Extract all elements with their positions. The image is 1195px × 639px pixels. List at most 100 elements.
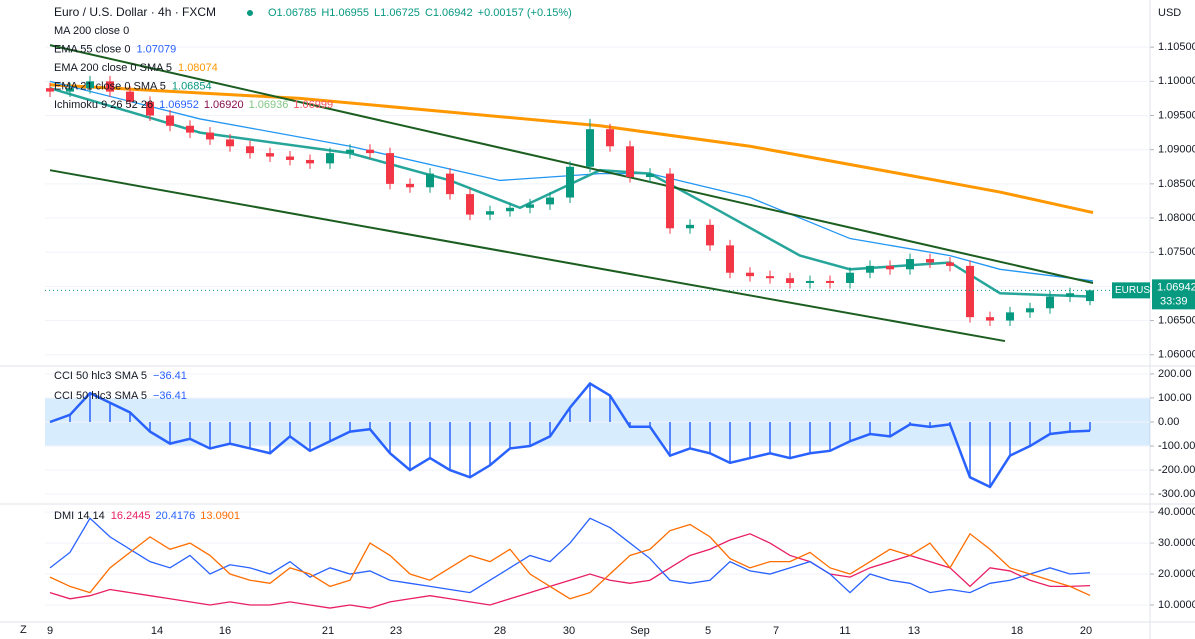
candle-body [286,156,294,160]
candle-body [846,272,854,283]
currency[interactable]: USD [1158,7,1181,19]
symbol-label: EURUSD [1115,285,1157,296]
candle-body [526,204,534,208]
candle-body [366,149,374,154]
candle-body [166,115,174,126]
x-tick-label: 30 [563,625,575,637]
y-tick-label: 1.10500 [1158,41,1195,53]
candle-body [546,197,554,205]
candle-body [826,280,834,283]
x-tick-label: 7 [773,625,779,637]
y-tick-label: 20.0000 [1158,568,1195,580]
y-tick-label: 0.00 [1158,416,1179,428]
candle-body [246,146,254,154]
symbol-tag [1112,282,1150,299]
candle-body [306,159,314,164]
candle-body [146,101,154,116]
y-tick-label: 1.10000 [1158,75,1195,87]
candle-body [1026,308,1034,313]
dmi-line [49,533,1091,609]
candle-body [926,259,934,263]
timezone[interactable]: Z [20,624,27,636]
candle-body [646,173,654,178]
candle-body [946,262,954,266]
legend-value: 1.08074 [178,62,218,74]
ohlc-value: C1.06942 [425,7,473,19]
y-tick-label: 200.00 [1158,368,1192,380]
candle-body [266,153,274,157]
candle-body [486,211,494,215]
x-tick-label: 14 [151,625,163,637]
candle-body [726,245,734,273]
legend-label: Ichimoku 9 26 52 26 [54,99,153,111]
candle-body [666,173,674,229]
candle-body [566,166,574,198]
x-tick-label: 9 [47,625,53,637]
candle-body [1006,312,1014,321]
y-tick-label: 1.07500 [1158,246,1195,258]
y-tick-label: 1.06000 [1158,349,1195,361]
candle-body [766,276,774,279]
candle-body [406,183,414,188]
ohlc-value: +0.00157 (+0.15%) [478,7,572,19]
countdown: 33:39 [1160,295,1188,307]
candle-body [1046,296,1054,309]
y-tick-label: 30.0000 [1158,537,1195,549]
market-status [247,10,253,16]
legend-value: 1.06920 [204,99,244,111]
indicator-line [49,44,1094,284]
candle-body [806,280,814,283]
candle-body [506,207,514,212]
candle-body [986,317,994,321]
price-label: 1.06942 [1157,281,1195,293]
candle-body [46,88,54,92]
ohlc-value: L1.06725 [374,7,420,19]
indicator-line [49,83,1094,215]
candle-body [426,173,434,188]
candle-body [586,129,594,167]
candle-body [686,224,694,229]
candle-body [106,81,114,92]
x-tick-label: 20 [1080,625,1092,637]
legend-label: CCI 50 hlc3 SMA 5 [54,390,147,402]
y-tick-label: 1.06500 [1158,314,1195,326]
x-tick-label: 28 [494,625,506,637]
candle-body [66,88,74,92]
ohlc-value: O1.06785 [268,7,316,19]
candle-body [226,139,234,147]
dmi-line [49,523,1091,600]
legend-label: MA 200 close 0 [54,25,129,37]
legend-value: 16.2445 [111,510,151,522]
y-tick-label: -300.00 [1158,488,1195,500]
candle-body [786,278,794,283]
x-tick-label: 21 [322,625,334,637]
legend-value: 1.07079 [136,43,176,55]
candle-body [1086,290,1094,302]
y-tick-label: 100.00 [1158,392,1192,404]
legend-value: 1.06999 [293,99,333,111]
candle-body [186,125,194,133]
ohlc-value: H1.06955 [321,7,369,19]
candle-body [1066,293,1074,297]
y-tick-label: 1.08000 [1158,212,1195,224]
legend-label: EMA 21 close 0 SMA 5 [54,80,166,92]
y-tick-label: 1.09500 [1158,109,1195,121]
candle-body [446,173,454,195]
y-tick-label: -100.00 [1158,440,1195,452]
legend-value: 20.4176 [156,510,196,522]
legend-label: EMA 55 close 0 [54,43,130,55]
y-tick-label: 40.0000 [1158,506,1195,518]
candle-body [606,129,614,147]
candle-body [386,153,394,184]
indicator-line [49,169,1006,343]
x-tick-label: 11 [839,625,850,637]
legend-value: −36.41 [153,370,187,382]
candle-body [126,91,134,102]
price-tag [1152,279,1195,310]
x-tick-label: Sep [630,625,650,637]
x-tick-label: 23 [390,625,402,637]
legend-label: DMI 14 14 [54,510,105,522]
x-tick-label: 5 [705,625,711,637]
candle-body [706,224,714,246]
